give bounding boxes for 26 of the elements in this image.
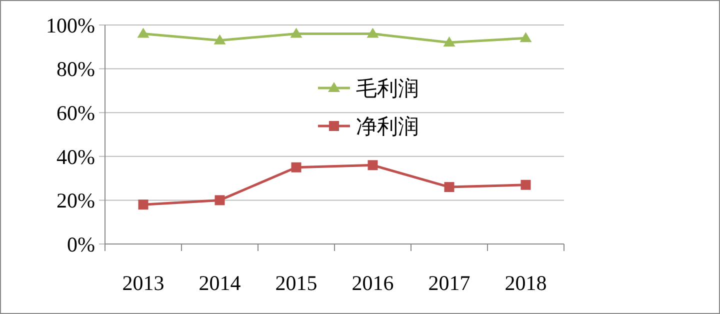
point: [368, 160, 378, 170]
point: [443, 36, 456, 47]
y-tick-label: 60%: [56, 100, 95, 125]
point: [214, 34, 226, 44]
point: [520, 32, 532, 42]
y-tick-label: 20%: [56, 188, 95, 213]
legend-label: 净利润: [356, 114, 419, 138]
point: [291, 162, 302, 172]
legend-label: 毛利润: [356, 76, 419, 100]
x-tick-label: 2018: [504, 271, 547, 295]
point: [444, 182, 454, 192]
x-tick-label: 2014: [198, 271, 242, 295]
point: [290, 28, 302, 38]
x-tick-label: 2013: [122, 271, 164, 295]
x-tick-label: 2016: [352, 271, 394, 295]
point: [520, 180, 531, 190]
point: [137, 28, 150, 38]
x-tick-label: 2015: [275, 271, 318, 295]
y-tick-label: 80%: [56, 57, 95, 82]
y-tick-label: 40%: [56, 144, 95, 169]
x-tick-label: 2017: [428, 271, 470, 295]
y-tick-label: 100%: [46, 13, 95, 38]
point: [138, 200, 148, 210]
y-tick-label: 0%: [67, 232, 95, 256]
point: [214, 195, 225, 206]
point: [366, 28, 379, 38]
